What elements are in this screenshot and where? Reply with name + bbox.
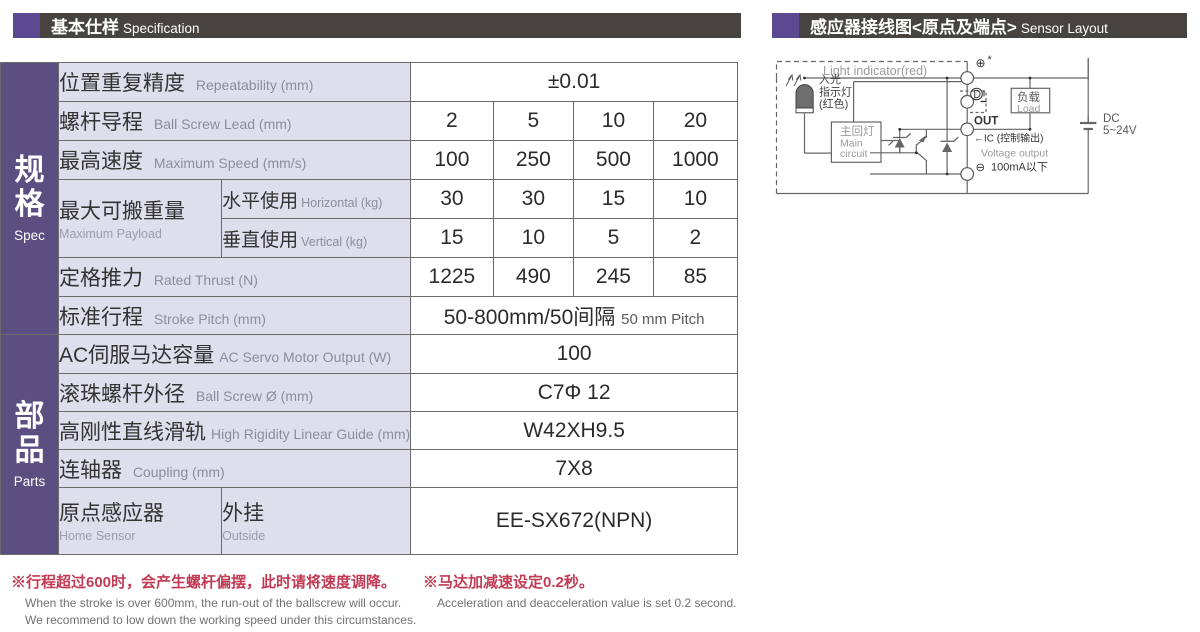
svg-text:Load: Load (1017, 103, 1041, 115)
svg-text:入光: 入光 (819, 72, 841, 86)
svg-text:100mA以下: 100mA以下 (991, 162, 1048, 174)
svg-text:(红色): (红色) (819, 97, 848, 111)
svg-text:circuit: circuit (840, 148, 868, 160)
svg-text:5~24V: 5~24V (1103, 125, 1137, 137)
svg-text:指示灯: 指示灯 (819, 85, 852, 99)
svg-text:OUT: OUT (974, 116, 998, 128)
svg-text:⊖: ⊖ (976, 162, 986, 174)
svg-text:⊕: ⊕ (976, 56, 986, 70)
svg-text:负载: 负载 (1017, 90, 1040, 104)
svg-text:←IC (控制输出): ←IC (控制输出) (974, 132, 1043, 145)
svg-text:主回灯: 主回灯 (840, 125, 875, 138)
svg-text:Voltage output: Voltage output (981, 148, 1048, 160)
svg-text:*: * (988, 54, 993, 66)
svg-text:DC: DC (1103, 113, 1120, 125)
